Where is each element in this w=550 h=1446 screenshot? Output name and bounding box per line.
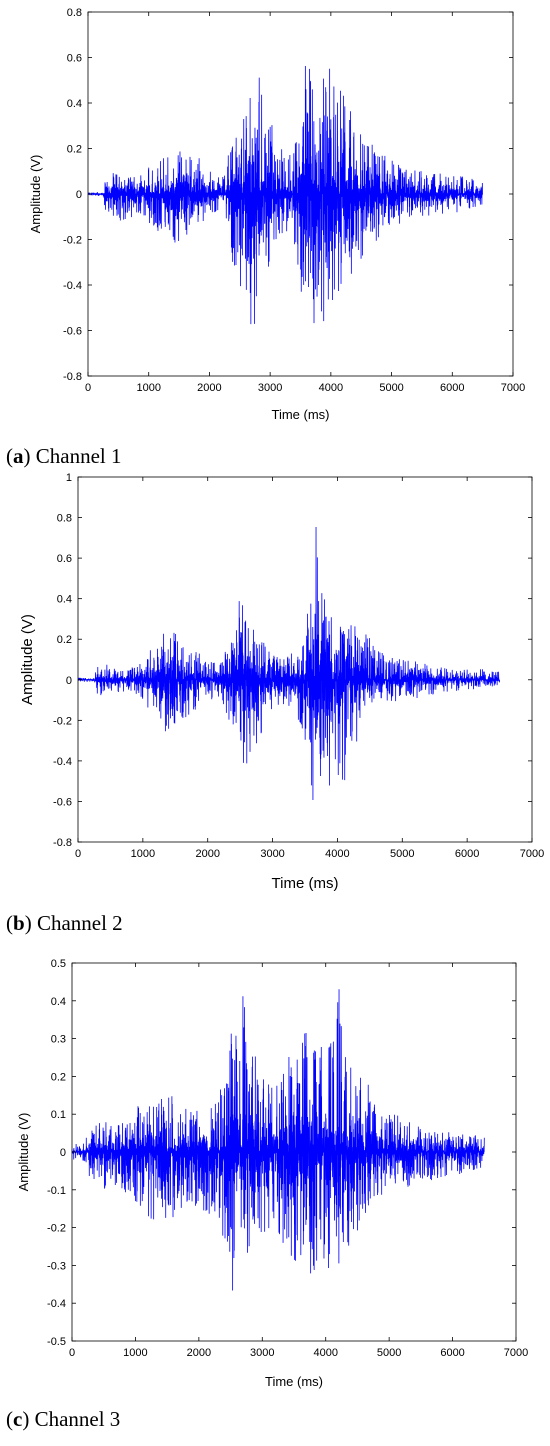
- x-tick-label: 0: [69, 1347, 75, 1359]
- x-axis-label: Time (ms): [271, 407, 329, 422]
- chart-panel-c: 0 1000 2000 3000 4000 5000 6000 7000 -0.5 -0.4 -0.…: [0, 952, 550, 1446]
- x-tick-label: 4000: [325, 848, 349, 860]
- chart-channel-1: 0 1000 2000 3000 4000 5000 6000 7000 -0.8 -0.6 -0.…: [28, 7, 525, 422]
- y-tick-label: 0.6: [67, 53, 82, 65]
- y-tick-label: -0.2: [63, 235, 82, 247]
- y-tick-label: -0.3: [47, 1260, 66, 1272]
- x-tick-label: 5000: [390, 848, 414, 860]
- x-tick-label: 5000: [377, 1347, 401, 1359]
- caption-text: Channel 2: [36, 911, 123, 935]
- x-tick-label: 5000: [379, 382, 403, 394]
- y-tick-label: 0.8: [57, 513, 72, 525]
- x-tick-label: 7000: [504, 1347, 528, 1359]
- caption-text: Channel 3: [34, 1407, 121, 1431]
- x-tick-label: 6000: [455, 848, 479, 860]
- caption-letter: c: [13, 1407, 23, 1431]
- x-tick-label: 1000: [123, 1347, 147, 1359]
- x-tick-label: 6000: [440, 382, 464, 394]
- plot-frame: [77, 476, 533, 843]
- y-tick-label: 0: [66, 675, 72, 687]
- y-tick-label: 0.2: [57, 634, 72, 646]
- x-tick-label: 3000: [260, 848, 284, 860]
- y-tick-label: 0.4: [57, 594, 72, 606]
- chart-panel-a: 0 1000 2000 3000 4000 5000 6000 7000 -0.8 -0.6 -0.…: [0, 0, 550, 480]
- x-tick-label: 4000: [313, 1347, 337, 1359]
- y-axis-label: Amplitude (V): [16, 1113, 31, 1192]
- y-tick-label: -0.6: [63, 326, 82, 338]
- x-tick-label: 2000: [195, 848, 219, 860]
- y-tick-label: 0.2: [67, 144, 82, 156]
- x-tick-label: 7000: [501, 382, 525, 394]
- caption-letter: b: [13, 911, 25, 935]
- y-tick-label: 1: [66, 472, 72, 484]
- caption-channel-1: (a) Channel 1: [6, 444, 122, 468]
- x-tick-label: 0: [75, 848, 81, 860]
- signal-trace: [87, 65, 484, 325]
- x-tick-label: 3000: [250, 1347, 274, 1359]
- y-tick-label: 0.4: [51, 996, 66, 1008]
- chart-channel-2: 0 1000 2000 3000 4000 5000 6000 7000 -0.8 -0.6 -0.…: [19, 472, 544, 892]
- y-axis-label: Amplitude (V): [28, 155, 43, 234]
- caption-channel-3: (c) Channel 3: [6, 1407, 121, 1431]
- caption-text: Channel 1: [35, 444, 122, 468]
- x-tick-label: 2000: [187, 1347, 211, 1359]
- chart-channel-3: 0 1000 2000 3000 4000 5000 6000 7000 -0.5 -0.4 -0.…: [16, 958, 528, 1389]
- y-tick-label: -0.1: [47, 1185, 66, 1197]
- y-tick-label: 0.2: [51, 1071, 66, 1083]
- caption-channel-2: (b) Channel 2: [6, 911, 123, 935]
- chart-panel-b: 0 1000 2000 3000 4000 5000 6000 7000 -0.8 -0.6 -0.…: [0, 472, 550, 956]
- y-tick-label: -0.2: [47, 1223, 66, 1235]
- x-axis-label: Time (ms): [265, 1374, 323, 1389]
- y-tick-label: -0.8: [63, 371, 82, 383]
- y-tick-label: 0.3: [51, 1034, 66, 1046]
- x-tick-label: 6000: [440, 1347, 464, 1359]
- x-tick-label: 1000: [131, 848, 155, 860]
- caption-letter: a: [13, 444, 24, 468]
- x-tick-label: 3000: [258, 382, 282, 394]
- y-tick-label: -0.4: [63, 280, 82, 292]
- y-tick-label: 0.4: [67, 98, 82, 110]
- y-tick-label: -0.5: [47, 1336, 66, 1348]
- signal-trace: [71, 989, 485, 1291]
- y-tick-label: -0.6: [53, 796, 72, 808]
- x-tick-label: 1000: [136, 382, 160, 394]
- y-tick-label: 0.6: [57, 553, 72, 565]
- x-axis-label: Time (ms): [272, 875, 339, 892]
- x-tick-label: 7000: [520, 848, 544, 860]
- y-tick-label: 0: [76, 189, 82, 201]
- x-tick-label: 4000: [319, 382, 343, 394]
- y-tick-label: 0.8: [67, 7, 82, 19]
- x-tick-label: 2000: [197, 382, 221, 394]
- signal-trace: [77, 526, 500, 800]
- y-tick-label: 0.1: [51, 1109, 66, 1121]
- y-axis-label: Amplitude (V): [19, 614, 36, 705]
- y-tick-label: -0.8: [53, 837, 72, 849]
- x-tick-label: 0: [85, 382, 91, 394]
- y-tick-label: -0.4: [53, 756, 72, 768]
- y-tick-label: 0: [60, 1147, 66, 1159]
- y-tick-label: -0.4: [47, 1298, 66, 1310]
- y-tick-label: 0.5: [51, 958, 66, 970]
- y-tick-label: -0.2: [53, 715, 72, 727]
